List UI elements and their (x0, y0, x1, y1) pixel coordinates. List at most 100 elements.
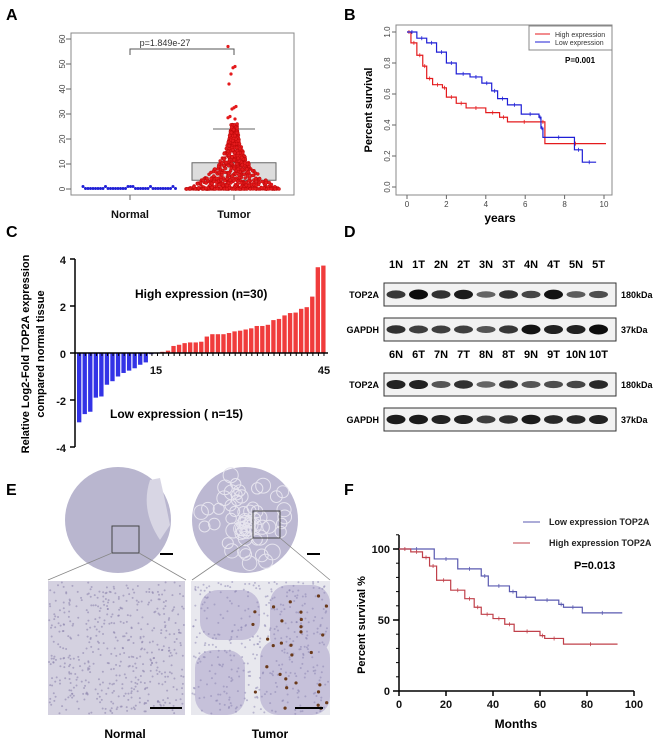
nucleus (110, 707, 113, 710)
nucleus (228, 676, 231, 679)
nucleus (88, 712, 91, 715)
nucleus (96, 692, 99, 695)
normal-point (126, 185, 130, 188)
nucleus (311, 656, 314, 659)
nucleus (224, 585, 227, 588)
nucleus (288, 658, 291, 661)
nucleus (137, 622, 140, 625)
normal-point (121, 187, 125, 190)
nucleus (69, 682, 72, 685)
nucleus (175, 699, 178, 702)
normal-point (131, 185, 135, 188)
nucleus (89, 626, 92, 629)
nucleus (134, 676, 137, 679)
nucleus (125, 706, 128, 709)
nucleus (114, 592, 117, 595)
bar (199, 341, 204, 353)
nucleus (223, 649, 226, 652)
nucleus (143, 702, 146, 705)
nucleus (68, 598, 71, 601)
tumor-point (236, 167, 240, 171)
tumor-point (239, 155, 244, 160)
nucleus (95, 628, 98, 631)
nucleus (213, 633, 216, 636)
nucleus (144, 687, 147, 690)
legend (528, 25, 613, 51)
tissue-nest (198, 520, 211, 533)
nucleus (166, 697, 169, 700)
nucleus (264, 625, 267, 628)
nucleus (228, 639, 231, 642)
nucleus (208, 670, 211, 673)
nucleus (61, 705, 64, 708)
tissue-nest (225, 522, 242, 539)
nucleus (87, 611, 90, 614)
nucleus (168, 646, 171, 649)
nucleus (158, 613, 161, 616)
nucleus (210, 695, 213, 698)
tissue-nest (237, 515, 252, 529)
nucleus (200, 607, 203, 610)
nucleus (136, 608, 139, 611)
nucleus (177, 613, 180, 616)
y-tick-label: 0 (60, 349, 66, 361)
tumor-point (227, 82, 231, 86)
positive-nucleus (316, 690, 321, 694)
nucleus (304, 617, 307, 620)
band (454, 380, 473, 389)
nucleus (150, 661, 153, 664)
panel-b-km-tcga: years Percent survival High expression L… (363, 24, 613, 225)
nucleus (77, 616, 80, 619)
tumor-nest (200, 590, 260, 640)
nucleus (115, 663, 118, 666)
tissue-nest (236, 517, 249, 530)
nucleus (302, 582, 305, 585)
band (566, 380, 586, 389)
nucleus (63, 623, 66, 626)
band (431, 381, 451, 388)
nucleus (253, 643, 256, 646)
nucleus (62, 647, 65, 650)
nucleus (314, 669, 317, 672)
nucleus (292, 584, 295, 587)
normal-point (89, 187, 92, 190)
nucleus (253, 705, 256, 708)
nucleus (178, 584, 181, 587)
nucleus (102, 595, 105, 598)
nucleus (50, 626, 53, 629)
tissue-nest (258, 553, 274, 569)
nucleus (266, 614, 269, 617)
positive-nucleus (280, 619, 284, 623)
nucleus (163, 621, 166, 624)
zoom-box (111, 525, 140, 554)
nucleus (80, 596, 83, 599)
tumor-point (235, 122, 239, 126)
positive-nucleus (266, 637, 270, 641)
nucleus (117, 614, 120, 617)
tissue-nest (216, 490, 233, 507)
nucleus (248, 582, 251, 585)
y-tick-label: -4 (56, 443, 67, 455)
nucleus (141, 616, 144, 619)
nucleus (240, 628, 243, 631)
nucleus (210, 677, 213, 680)
nucleus (158, 701, 161, 704)
nucleus (299, 648, 302, 651)
nucleus (306, 634, 309, 637)
nucleus (256, 601, 259, 604)
nucleus (109, 709, 112, 712)
nucleus (252, 711, 255, 714)
positive-nucleus (316, 703, 320, 707)
tumor-point (236, 151, 240, 156)
nucleus (108, 682, 111, 685)
normal-point (109, 187, 112, 190)
tissue-nest (269, 490, 283, 503)
nucleus (257, 643, 260, 646)
nucleus (106, 647, 109, 650)
nucleus (115, 708, 118, 711)
nucleus (48, 701, 51, 704)
tissue-nest (241, 555, 258, 571)
nucleus (86, 628, 89, 631)
nucleus (100, 698, 103, 701)
nucleus (258, 640, 261, 643)
